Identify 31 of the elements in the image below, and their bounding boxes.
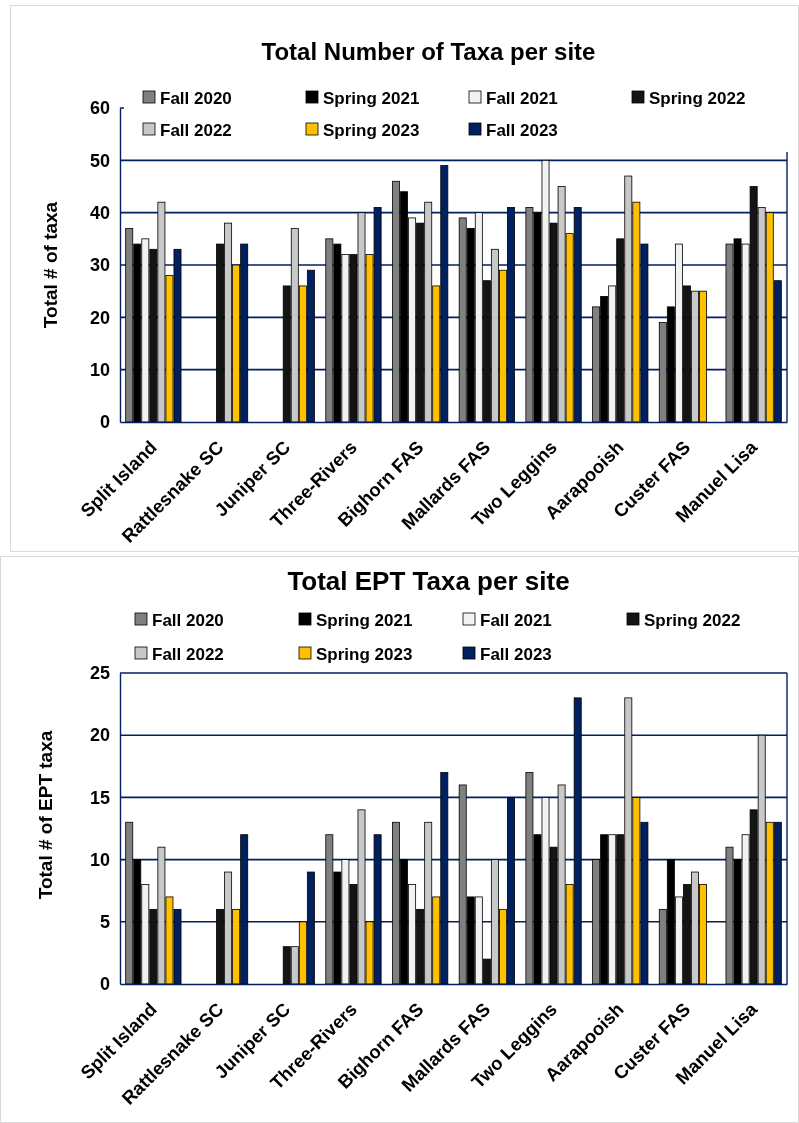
legend-label: Fall 2023	[486, 120, 558, 140]
legend-label: Spring 2021	[316, 610, 413, 630]
y-axis-title: Total # of taxa	[39, 201, 61, 329]
legend-label: Fall 2022	[152, 644, 224, 664]
legend-label: Spring 2022	[644, 610, 741, 630]
y-tick-label: 0	[99, 412, 110, 433]
legend-label: Fall 2022	[160, 120, 232, 140]
y-tick-label: 15	[89, 787, 110, 808]
y-tick-label: 20	[89, 307, 110, 328]
legend-label: Fall 2023	[480, 644, 552, 664]
y-tick-label: 10	[89, 359, 110, 380]
y-tick-label: 0	[99, 974, 110, 995]
y-tick-label: 60	[89, 98, 110, 119]
y-tick-label: 10	[89, 849, 110, 870]
legend-label: Spring 2021	[323, 88, 420, 108]
chart-title: Total EPT Taxa per site	[287, 566, 570, 596]
y-tick-label: 30	[89, 255, 110, 276]
y-tick-label: 40	[89, 202, 110, 223]
legend-label: Fall 2021	[480, 610, 552, 630]
y-tick-label: 25	[89, 663, 110, 684]
y-tick-label: 50	[89, 150, 110, 171]
y-tick-label: 20	[89, 725, 110, 746]
legend-label: Fall 2021	[486, 88, 558, 108]
legend-label: Spring 2022	[649, 88, 746, 108]
chart-title: Total Number of Taxa per site	[261, 38, 596, 65]
y-tick-label: 5	[99, 912, 110, 933]
legend-label: Fall 2020	[152, 610, 224, 630]
legend-label: Fall 2020	[160, 88, 232, 108]
legend-label: Spring 2023	[316, 644, 413, 664]
legend-label: Spring 2023	[323, 120, 420, 140]
y-axis-title: Total # of EPT taxa	[34, 730, 56, 900]
